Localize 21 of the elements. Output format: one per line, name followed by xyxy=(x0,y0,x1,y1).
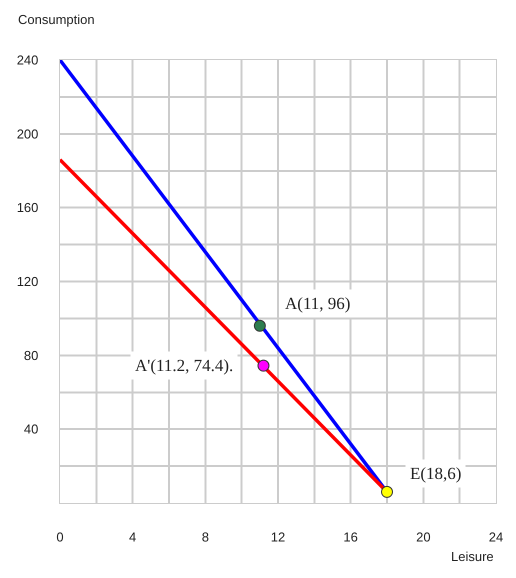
y-tick-label: 120 xyxy=(16,274,38,290)
x-tick-label: 20 xyxy=(416,530,431,545)
x-tick-label: 24 xyxy=(488,530,504,545)
x-tick-label: 4 xyxy=(129,530,136,545)
x-tick-label: 0 xyxy=(56,530,64,545)
x-axis-title: Leisure xyxy=(451,549,494,564)
y-tick-label: 240 xyxy=(16,52,38,68)
y-axis-title: Consumption xyxy=(18,12,95,27)
y-tick-label: 40 xyxy=(24,422,38,437)
x-tick-label: 16 xyxy=(343,530,358,545)
annotation: A(11, 96) xyxy=(285,294,350,313)
x-tick-label: 8 xyxy=(202,530,209,545)
y-tick-label: 200 xyxy=(16,126,38,142)
y-tick-label: 160 xyxy=(16,200,38,216)
point xyxy=(254,320,266,332)
point xyxy=(381,486,393,498)
x-tick-label: 12 xyxy=(270,530,286,545)
point xyxy=(257,360,270,372)
annotation: A'(11.2, 74.4). xyxy=(135,356,234,375)
y-tick-label: 80 xyxy=(24,348,38,363)
annotation: E(18,6) xyxy=(410,464,462,483)
